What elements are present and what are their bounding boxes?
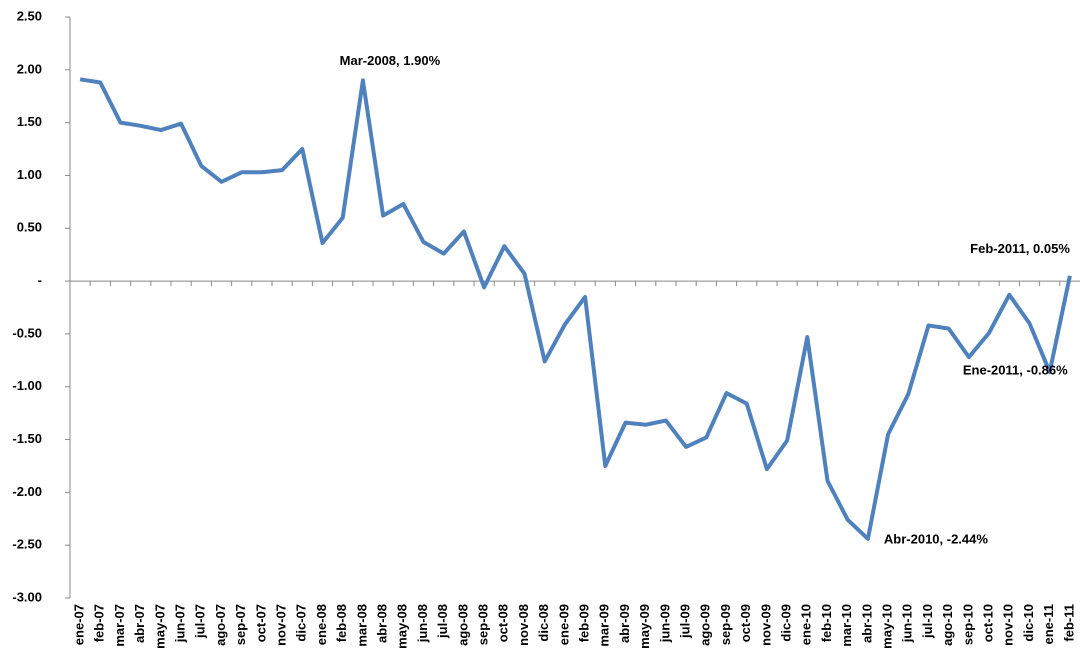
y-tick-label: 0.50 <box>17 220 42 235</box>
x-tick-label: feb-08 <box>334 604 349 642</box>
annotation: Mar-2008, 1.90% <box>340 53 441 68</box>
y-tick-label: 1.00 <box>17 167 42 182</box>
x-tick-label: sep-09 <box>718 604 733 645</box>
annotation: Feb-2011, 0.05% <box>970 241 1070 256</box>
x-tick-label: dic-07 <box>294 604 309 642</box>
y-tick-label: -1.00 <box>12 378 42 393</box>
y-tick-label: -2.00 <box>12 484 42 499</box>
x-tick-label: jul-08 <box>435 604 450 639</box>
x-tick-label: oct-07 <box>253 604 268 642</box>
y-tick-label: -0.50 <box>12 325 42 340</box>
x-tick-label: ene-09 <box>556 604 571 645</box>
x-tick-label: jul-09 <box>678 604 693 639</box>
x-tick-label: nov-10 <box>1001 604 1016 646</box>
x-tick-label: mar-09 <box>597 604 612 647</box>
x-tick-label: may-07 <box>152 604 167 649</box>
x-tick-label: abr-10 <box>859 604 874 643</box>
y-tick-label: -3.00 <box>12 589 42 604</box>
annotation: Ene-2011, -0.86% <box>963 362 1068 377</box>
x-tick-label: abr-07 <box>132 604 147 643</box>
x-tick-label: jun-07 <box>173 604 188 643</box>
x-tick-label: dic-10 <box>1021 604 1036 642</box>
y-tick-label: -2.50 <box>12 537 42 552</box>
x-tick-label: mar-07 <box>112 604 127 647</box>
x-tick-label: jul-10 <box>920 604 935 639</box>
x-tick-label: may-08 <box>395 604 410 649</box>
x-tick-label: ene-10 <box>799 604 814 645</box>
x-tick-label: nov-09 <box>758 604 773 646</box>
x-tick-label: feb-07 <box>92 604 107 642</box>
x-tick-label: sep-10 <box>960 604 975 645</box>
x-tick-label: jul-07 <box>193 604 208 639</box>
x-tick-label: ago-07 <box>213 604 228 646</box>
x-tick-label: oct-09 <box>738 604 753 642</box>
x-tick-label: dic-08 <box>536 604 551 642</box>
x-tick-label: ene-07 <box>72 604 87 645</box>
x-tick-label: dic-09 <box>779 604 794 642</box>
x-tick-label: ago-09 <box>698 604 713 646</box>
x-tick-label: feb-10 <box>819 604 834 642</box>
y-tick-label: -1.50 <box>12 431 42 446</box>
x-tick-label: abr-09 <box>617 604 632 643</box>
y-tick-label: 2.50 <box>17 8 42 23</box>
x-tick-label: nov-07 <box>274 604 289 646</box>
x-tick-label: jun-08 <box>415 604 430 643</box>
x-tick-label: ene-11 <box>1041 604 1056 644</box>
x-tick-label: oct-08 <box>496 604 511 642</box>
x-tick-label: abr-08 <box>375 604 390 643</box>
y-tick-label: 2.00 <box>17 61 42 76</box>
y-tick-label: - <box>38 273 42 288</box>
x-tick-label: ago-08 <box>455 604 470 646</box>
x-tick-label: may-09 <box>637 604 652 649</box>
x-tick-label: oct-10 <box>981 604 996 642</box>
x-tick-label: feb-11 <box>1061 604 1076 642</box>
x-tick-label: nov-08 <box>516 604 531 646</box>
annotation: Abr-2010, -2.44% <box>884 531 988 546</box>
x-tick-label: sep-08 <box>476 604 491 645</box>
x-tick-label: jun-09 <box>657 604 672 643</box>
x-tick-label: feb-09 <box>577 604 592 642</box>
x-tick-label: may-10 <box>880 604 895 649</box>
y-tick-label: 1.50 <box>17 114 42 129</box>
x-tick-label: ene-08 <box>314 604 329 645</box>
x-tick-label: ago-10 <box>940 604 955 646</box>
x-tick-label: mar-10 <box>839 604 854 647</box>
x-tick-label: jun-10 <box>900 604 915 643</box>
x-tick-label: mar-08 <box>354 604 369 647</box>
x-tick-label: sep-07 <box>233 604 248 645</box>
line <box>79 77 1072 541</box>
